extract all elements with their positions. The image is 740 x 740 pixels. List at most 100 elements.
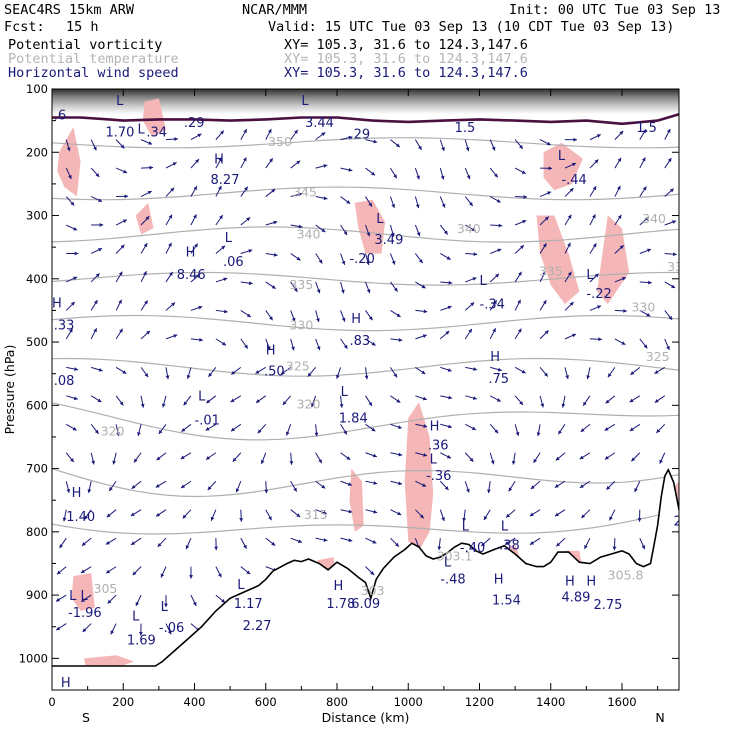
wind-vector-head [266, 346, 271, 351]
pv-extremum-label: L [132, 609, 140, 624]
x-tick-label: 1200 [465, 695, 494, 709]
wind-vector-head [218, 573, 222, 578]
wind-vector-head [257, 429, 262, 434]
field-xy-theta: XY= 105.3, 31.6 to 124.3,147.6 [284, 51, 528, 67]
wind-vector-head [316, 318, 320, 322]
wind-vector-head [368, 316, 373, 321]
wind-vector-head [81, 542, 86, 546]
wind-vector-head [398, 481, 403, 486]
wind-vector-head [422, 396, 427, 401]
wind-vector-head [617, 157, 622, 162]
pv-extremum-label: 1.84 [339, 411, 368, 426]
wind-vector-head [447, 368, 452, 372]
wind-vector-head [318, 459, 322, 464]
wind-vector-head [569, 188, 574, 192]
wind-vector-head [156, 512, 161, 517]
wind-vector-head [248, 249, 253, 253]
wind-vector-head [112, 460, 117, 465]
wind-vector-head [558, 430, 562, 435]
wind-vector-head [471, 227, 476, 231]
wind-vector-head [518, 271, 522, 276]
pv-extremum-label: H [565, 575, 575, 590]
wind-vector-head [224, 309, 228, 314]
pv-extremum-label: 2.75 [594, 598, 623, 613]
wind-vector-head [667, 158, 672, 163]
wind-vector-head [232, 457, 237, 462]
wind-vector-head [471, 426, 476, 430]
wind-vector-head [186, 374, 191, 379]
wind-vector-head [307, 372, 312, 377]
wind-vector-head [168, 242, 172, 247]
wind-vector-head [556, 542, 561, 547]
theta-contour [52, 186, 679, 201]
pv-extremum-label: 3.49 [374, 233, 403, 248]
field-xy-wind: XY= 105.3, 31.6 to 124.3,147.6 [284, 65, 528, 81]
wind-vector-head [448, 280, 453, 285]
x-tick-label: 0 [48, 695, 55, 709]
wind-vector-head [641, 157, 646, 162]
theta-label: 330 [631, 300, 655, 315]
wind-vector-head [598, 337, 602, 342]
center-name: NCAR/MMM [242, 2, 308, 18]
wind-vector-head [255, 399, 260, 403]
wind-vector-head [119, 328, 123, 333]
wind-vector-head [529, 512, 534, 517]
pv-fill-region [536, 215, 580, 305]
wind-vector-head [654, 370, 659, 374]
wind-vector-head [291, 346, 295, 351]
pv-extremum-label: L [161, 600, 169, 615]
wind-vector-head [398, 452, 403, 457]
wind-vector-head [418, 145, 422, 150]
pv-fill-region [84, 655, 134, 668]
pv-extremum-label: 2.27 [243, 619, 272, 634]
wind-vector-head [161, 403, 166, 408]
wind-vector-head [143, 271, 147, 276]
wind-vector-head [185, 545, 190, 550]
wind-vector-head [515, 431, 520, 436]
wind-vector-head [130, 512, 135, 516]
pv-extremum-label: 1.17 [234, 597, 263, 612]
wind-vector-head [579, 484, 584, 488]
wind-vector-head [145, 216, 150, 221]
wind-vector-head [415, 204, 420, 209]
wind-vector-head [206, 456, 210, 460]
wind-vector-head [668, 315, 673, 320]
pv-extremum-label: -.20 [349, 252, 374, 267]
wind-vector-head [422, 483, 427, 487]
pv-extremum-label: L [480, 274, 488, 289]
wind-vector-head [293, 487, 297, 492]
wind-vector-head [148, 141, 153, 145]
theta-label: 325 [286, 359, 310, 374]
pv-extremum-label: 1.69 [127, 633, 156, 648]
wind-vector-head [323, 538, 328, 542]
wind-vector-head [646, 312, 651, 317]
theta-label: 340 [457, 221, 481, 236]
wind-vector-head [391, 203, 396, 208]
wind-vector-head [617, 214, 622, 219]
wind-vector-head [193, 186, 197, 191]
wind-vector-head [605, 399, 610, 404]
wind-vector-head [592, 186, 597, 191]
y-tick-label: 700 [26, 462, 48, 476]
wind-vector-head [98, 367, 103, 372]
wind-vector-head [366, 289, 371, 294]
wind-vector-head [189, 575, 193, 579]
wind-vector-head [156, 456, 161, 461]
wind-vector-head [106, 513, 111, 518]
wind-vector-head [396, 399, 401, 403]
wind-vector-head [298, 192, 303, 197]
wind-vector-head [155, 483, 160, 488]
wind-vector-head [314, 432, 319, 437]
theta-label: 325 [646, 349, 670, 364]
wind-vector-head [445, 330, 450, 335]
wind-vector-head [183, 401, 188, 406]
wind-vector-head [341, 317, 346, 322]
pv-extremum-label: -.48 [440, 573, 465, 588]
wind-vector-head [72, 426, 77, 431]
wind-vector-head [143, 243, 148, 248]
pv-extremum-label: H [490, 350, 500, 365]
y-tick-label: 900 [26, 588, 48, 602]
theta-label: 320 [101, 424, 125, 439]
wind-vector-head [239, 518, 244, 522]
wind-vector-head [124, 194, 129, 199]
